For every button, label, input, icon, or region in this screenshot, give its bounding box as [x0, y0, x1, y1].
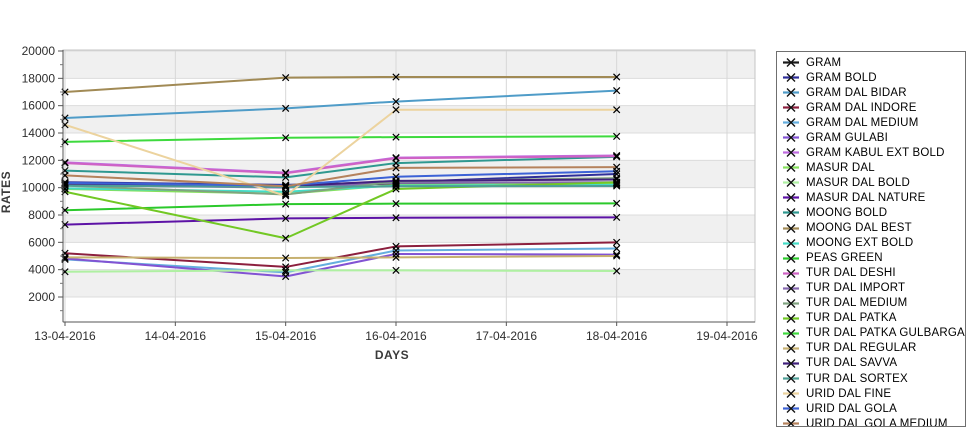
svg-text:17-04-2016: 17-04-2016	[476, 329, 538, 343]
legend-label: GRAM KABUL EXT BOLD	[806, 146, 945, 159]
svg-text:15-04-2016: 15-04-2016	[255, 329, 317, 343]
legend-label: GRAM GULABI	[806, 131, 889, 144]
legend-label: GRAM DAL MEDIUM	[806, 116, 919, 129]
legend-item-gram-dal-medium: GRAM DAL MEDIUM	[783, 115, 965, 130]
legend-marker-icon	[783, 374, 799, 383]
legend-label: MOONG DAL BEST	[806, 222, 912, 235]
legend-label: URID DAL GOLA	[806, 402, 898, 415]
legend-item-tur-dal-patka-gulbarga: TUR DAL PATKA GULBARGA	[783, 326, 965, 341]
legend-label: TUR DAL DESHI	[806, 267, 896, 280]
svg-text:18-04-2016: 18-04-2016	[586, 329, 648, 343]
svg-text:12000: 12000	[22, 153, 56, 167]
legend-label: GRAM DAL BIDAR	[806, 86, 907, 99]
svg-text:14-04-2016: 14-04-2016	[145, 329, 207, 343]
legend-label: MOONG EXT BOLD	[806, 237, 914, 250]
svg-text:10000: 10000	[22, 181, 56, 195]
legend-item-moong-bold: MOONG BOLD	[783, 205, 965, 220]
legend-item-gram-bold: GRAM BOLD	[783, 70, 965, 85]
legend-marker-icon	[783, 178, 799, 188]
legend-item-tur-dal-import: TUR DAL IMPORT	[783, 281, 965, 296]
legend-item-tur-dal-savva: TUR DAL SAVVA	[783, 356, 965, 371]
legend: GRAM GRAM BOLD GRAM DAL BIDAR GRAM DAL INDO…	[776, 51, 966, 427]
svg-text:4000: 4000	[28, 263, 55, 277]
legend-item-tur-dal-deshi: TUR DAL DESHI	[783, 266, 965, 281]
legend-item-urid-dal-gola: URID DAL GOLA	[783, 401, 965, 416]
legend-marker-icon	[783, 193, 799, 203]
legend-marker-icon	[783, 208, 799, 218]
legend-marker-icon	[783, 118, 799, 128]
legend-item-masur-dal: MASUR DAL	[783, 160, 965, 175]
legend-item-masur-dal-bold: MASUR DAL BOLD	[783, 175, 965, 190]
svg-text:20000: 20000	[22, 44, 56, 58]
legend-label: MASUR DAL BOLD	[806, 176, 910, 189]
legend-label: TUR DAL REGULAR	[806, 342, 917, 355]
legend-marker-icon	[783, 133, 799, 143]
legend-item-gram-kabul-ext-bold: GRAM KABUL EXT BOLD	[783, 145, 965, 160]
legend-marker-icon	[783, 404, 799, 414]
legend-item-urid-dal-fine: URID DAL FINE	[783, 386, 965, 401]
legend-marker-icon	[783, 73, 799, 83]
legend-label: TUR DAL SORTEX	[806, 372, 908, 385]
legend-label: MASUR DAL	[806, 161, 875, 174]
legend-item-moong-dal-best: MOONG DAL BEST	[783, 221, 965, 236]
legend-marker-icon	[783, 358, 799, 368]
legend-marker-icon	[783, 389, 799, 399]
svg-text:19-04-2016: 19-04-2016	[696, 329, 758, 343]
legend-marker-icon	[783, 163, 799, 173]
legend-marker-icon	[783, 88, 799, 98]
legend-label: GRAM DAL INDORE	[806, 101, 917, 114]
svg-text:14000: 14000	[22, 126, 56, 140]
legend-marker-icon	[783, 268, 799, 278]
legend-marker-icon	[783, 148, 799, 158]
legend-item-urid-dal-gola-medium: URID DAL GOLA MEDIUM	[783, 416, 965, 427]
legend-item-masur-dal-nature: MASUR DAL NATURE	[783, 190, 965, 205]
legend-item-peas-green: PEAS GREEN	[783, 251, 965, 266]
legend-item-tur-dal-regular: TUR DAL REGULAR	[783, 341, 965, 356]
svg-text:8000: 8000	[28, 208, 55, 222]
legend-marker-icon	[783, 343, 799, 353]
legend-label: URID DAL FINE	[806, 387, 892, 400]
svg-text:16-04-2016: 16-04-2016	[365, 329, 427, 343]
legend-label: TUR DAL SAVVA	[806, 357, 898, 370]
legend-marker-icon	[783, 283, 799, 293]
legend-marker-icon	[783, 253, 799, 263]
legend-label: TUR DAL IMPORT	[806, 282, 906, 295]
legend-item-gram-dal-bidar: GRAM DAL BIDAR	[783, 85, 965, 100]
svg-text:18000: 18000	[22, 71, 56, 85]
legend-label: MASUR DAL NATURE	[806, 191, 926, 204]
legend-marker-icon	[783, 103, 799, 113]
legend-item-tur-dal-sortex: TUR DAL SORTEX	[783, 371, 965, 386]
legend-item-gram-gulabi: GRAM GULABI	[783, 130, 965, 145]
legend-marker-icon	[783, 298, 799, 308]
legend-item-tur-dal-patka: TUR DAL PATKA	[783, 311, 965, 326]
legend-marker-icon	[783, 419, 799, 426]
legend-label: MOONG BOLD	[806, 206, 888, 219]
legend-marker-icon	[783, 328, 799, 338]
legend-marker-icon	[783, 238, 799, 248]
legend-marker-icon	[783, 223, 799, 233]
x-axis-title: DAYS	[374, 348, 410, 362]
legend-label: PEAS GREEN	[806, 252, 883, 265]
legend-label: TUR DAL MEDIUM	[806, 297, 908, 310]
legend-item-gram-dal-indore: GRAM DAL INDORE	[783, 100, 965, 115]
svg-text:6000: 6000	[28, 235, 55, 249]
legend-marker-icon	[783, 313, 799, 323]
legend-item-moong-ext-bold: MOONG EXT BOLD	[783, 236, 965, 251]
legend-items: GRAM GRAM BOLD GRAM DAL BIDAR GRAM DAL INDO…	[783, 55, 965, 427]
legend-item-gram: GRAM	[783, 55, 965, 70]
y-axis-title: RATES	[0, 170, 13, 214]
svg-text:2000: 2000	[28, 290, 55, 304]
legend-marker-icon	[783, 58, 799, 67]
legend-label: GRAM BOLD	[806, 71, 877, 84]
legend-label: TUR DAL PATKA	[806, 312, 897, 325]
legend-label: TUR DAL PATKA GULBARGA	[806, 327, 965, 340]
svg-text:13-04-2016: 13-04-2016	[34, 329, 96, 343]
legend-label: GRAM	[806, 56, 842, 69]
legend-item-tur-dal-medium: TUR DAL MEDIUM	[783, 296, 965, 311]
legend-label: URID DAL GOLA MEDIUM	[806, 417, 948, 427]
svg-text:16000: 16000	[22, 99, 56, 113]
